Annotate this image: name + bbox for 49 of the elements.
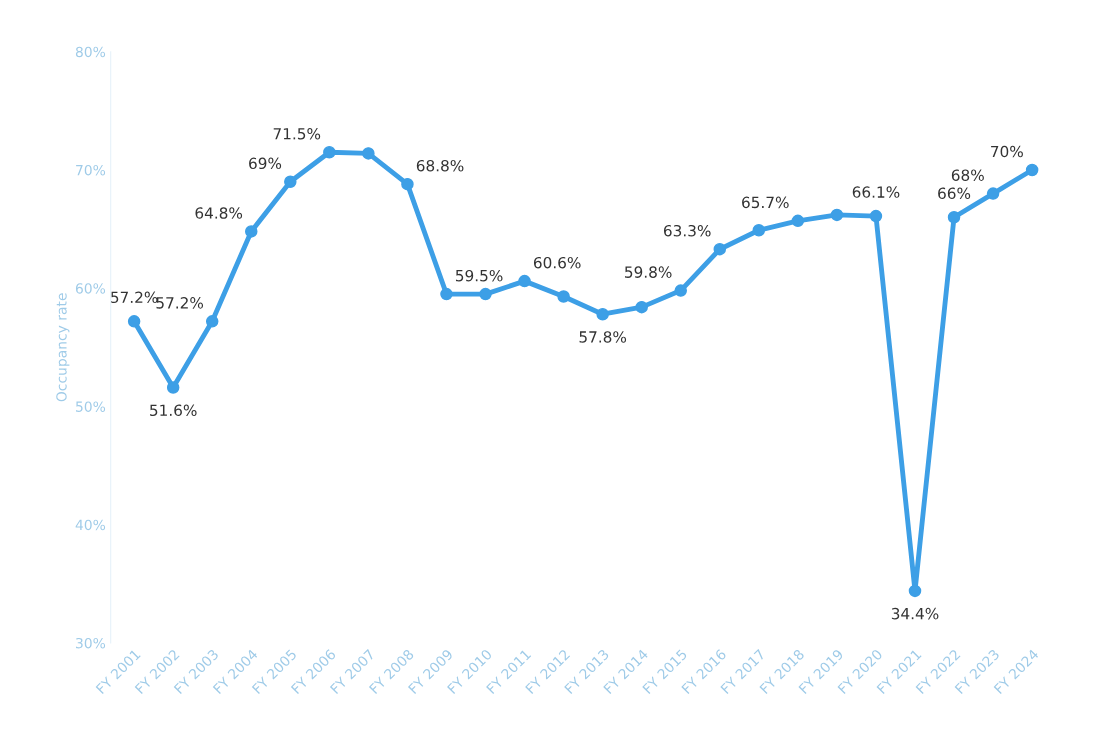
point (323, 145, 336, 159)
data-label: 70% (991, 145, 1023, 158)
y-axis-title: Occupancy rate (56, 293, 70, 402)
data-label: 66.1% (852, 186, 900, 198)
point (830, 208, 844, 222)
data-label: 34.4% (891, 607, 939, 620)
y-tick-label: 40% (75, 519, 106, 531)
point (674, 284, 687, 297)
point (518, 274, 531, 288)
data-label: 60.6% (533, 256, 581, 269)
y-tick-label: 50% (76, 401, 106, 412)
point (557, 290, 570, 303)
data-label: 71.5% (273, 128, 321, 140)
point (440, 287, 453, 301)
point (362, 147, 375, 160)
data-label: 57.8% (579, 331, 627, 343)
point (908, 584, 922, 598)
data-label: 68.8% (416, 159, 464, 172)
data-label: 51.6% (150, 404, 197, 417)
point (869, 209, 883, 223)
point (713, 242, 727, 256)
point (635, 300, 648, 314)
y-tick-label: 60% (75, 283, 106, 294)
y-tick-label: 30% (76, 637, 106, 649)
point (752, 224, 766, 237)
point (596, 307, 609, 321)
data-label: 66% (938, 187, 971, 200)
point (986, 187, 1000, 200)
data-label: 57.2% (156, 297, 204, 309)
point (479, 287, 492, 301)
data-label: 57.2% (111, 291, 158, 304)
data-label: 59.8% (625, 266, 672, 278)
point (205, 315, 219, 328)
y-tick-label: 80% (75, 46, 106, 58)
data-label: 69% (249, 157, 282, 170)
point (284, 175, 297, 189)
y-tick-label: 70% (76, 164, 106, 176)
data-label: 65.7% (742, 196, 789, 209)
point (127, 315, 141, 328)
point (947, 211, 961, 224)
data-label: 68% (951, 169, 984, 181)
point (401, 177, 414, 191)
data-label: 59.5% (455, 269, 503, 282)
point (166, 381, 180, 394)
point (791, 214, 805, 228)
point (245, 225, 258, 238)
data-label: 64.8% (195, 207, 243, 219)
point (1025, 163, 1039, 177)
data-label: 63.3% (663, 224, 711, 237)
